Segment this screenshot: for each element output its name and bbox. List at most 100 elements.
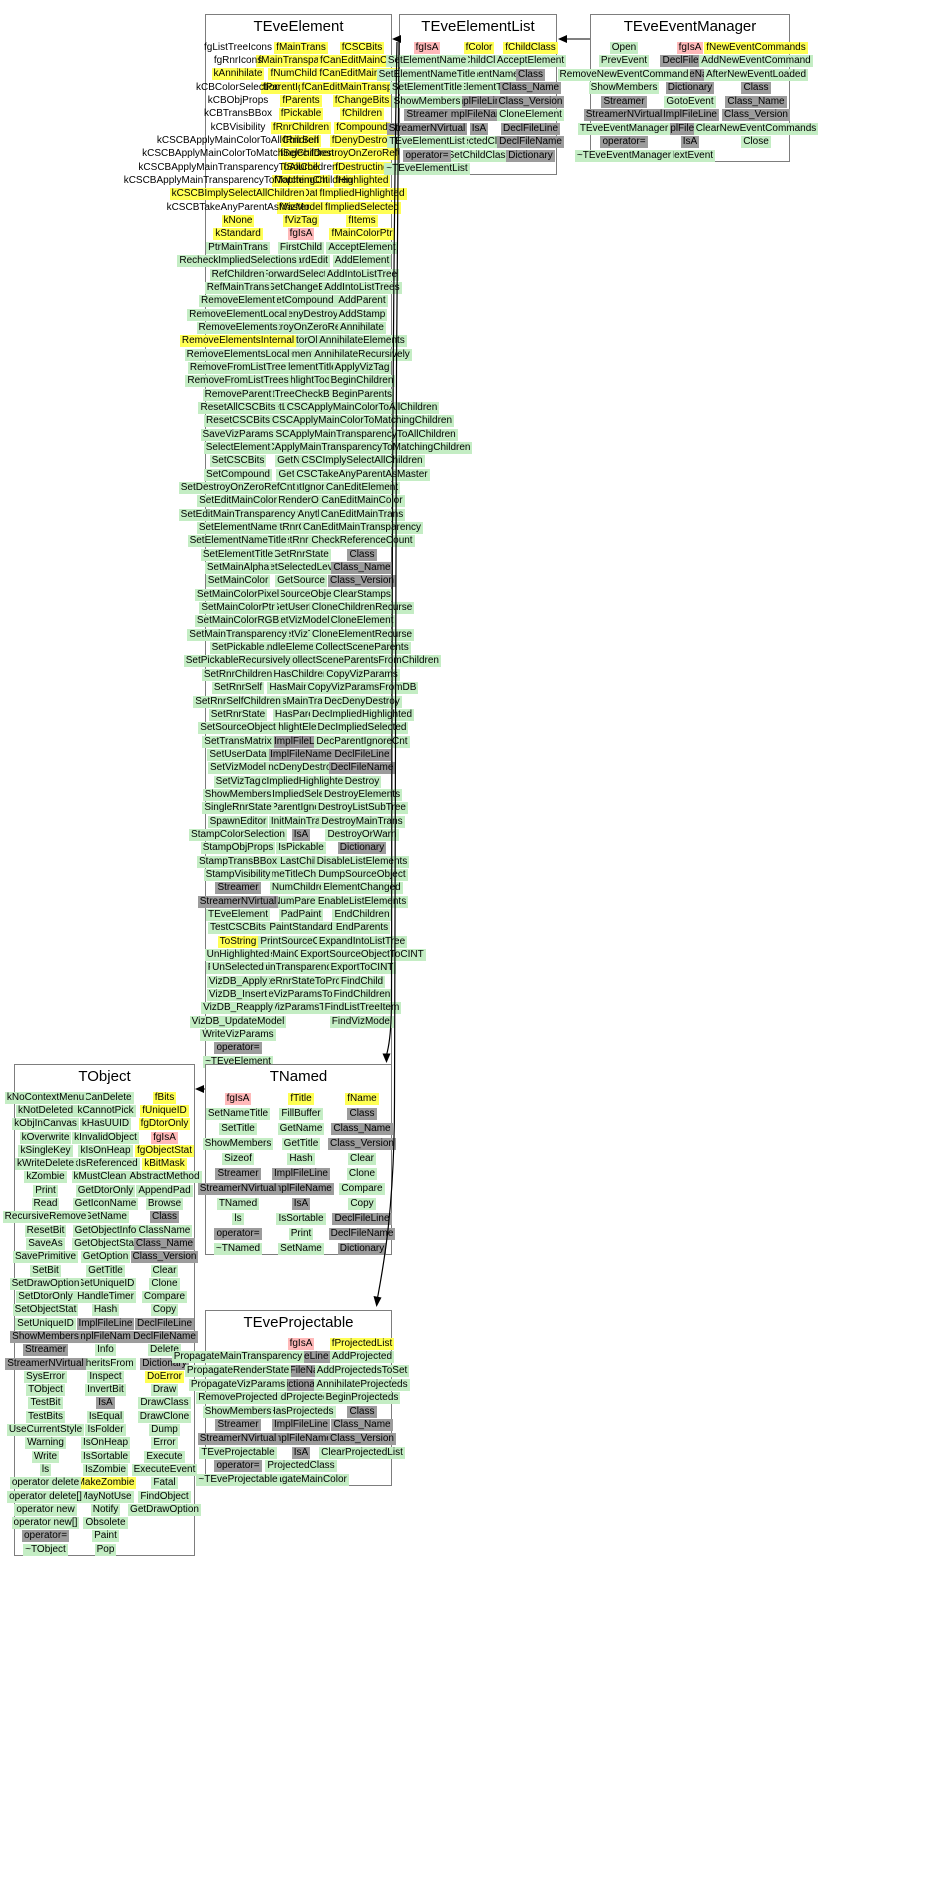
- member-chip: VizDB_Insert: [206, 989, 270, 1002]
- member-chip: GetSource: [275, 575, 327, 588]
- member-cell: ~TEveEventManager: [574, 149, 674, 163]
- member-chip: Dump: [149, 1424, 180, 1437]
- member-cell: VizDB_Apply: [206, 975, 270, 988]
- member-cell: HasProjecteds: [266, 1405, 336, 1419]
- member-cell: CanEditMainTransparency: [300, 521, 424, 535]
- member-chip: ApplyVizTag: [332, 361, 392, 374]
- member-chip: ImplFileLine: [76, 1317, 135, 1330]
- member-cell: fProjectedList: [329, 1337, 395, 1351]
- member-cell: SetCSCBits: [207, 455, 269, 468]
- member-chip: ShowMembers: [391, 95, 463, 108]
- member-cell: DecDenyDestroy: [322, 695, 402, 708]
- member-chip: SetElementName: [196, 522, 280, 535]
- member-chip: GetUniqueID: [74, 1277, 137, 1290]
- member-cell: Streamer: [207, 882, 269, 895]
- member-cell: IsA: [270, 828, 332, 841]
- member-chip: HasChildren: [271, 668, 331, 681]
- member-cell: ImplFileName: [268, 1181, 334, 1196]
- member-cell: ls: [16, 1463, 75, 1476]
- member-cell: ShowMembers: [10, 1330, 81, 1343]
- member-chip: Browse: [145, 1198, 184, 1211]
- member-cell: SelectElement: [203, 441, 273, 454]
- member-chip: RemoveFromListTree: [187, 361, 289, 374]
- member-chip: EndChildren: [332, 909, 392, 922]
- member-chip: FillBuffer: [279, 1107, 323, 1120]
- member-cell: FirstChild: [270, 241, 332, 254]
- member-chip: SetName: [278, 1242, 324, 1255]
- member-cell: CollectSceneParentsFromChildren: [283, 655, 441, 668]
- member-cell: SetMainColorRGB: [194, 615, 282, 628]
- member-cell: SetEditMainColor: [197, 495, 279, 508]
- member-chip: ExportSourceObjectToCINT: [298, 949, 426, 962]
- member-chip: Streamer: [601, 95, 647, 108]
- member-chip: fBits: [152, 1091, 177, 1104]
- member-cell: BeginChildren: [328, 375, 396, 388]
- member-chip: Streamer: [215, 882, 261, 895]
- member-cell: GetObjectInfo: [72, 1224, 139, 1237]
- member-cell: AnnihilateElements: [317, 335, 407, 348]
- member-cell: GetTitle: [270, 1136, 332, 1151]
- member-chip: fProjectedList: [329, 1337, 395, 1350]
- member-cell: CSCApplyMainColorToAllChildren: [284, 401, 440, 414]
- member-cell: Class: [333, 1106, 391, 1121]
- member-chip: fRnrChildren: [270, 121, 332, 134]
- member-cell: FindListTreeItem: [322, 1002, 402, 1015]
- member-chip: fMainTrans: [274, 41, 328, 54]
- member-chip: SetRnrSelfChildren: [193, 695, 283, 708]
- member-chip: Dictionary: [665, 82, 715, 95]
- member-chip: AppendPad: [136, 1184, 193, 1197]
- member-cell: FindVizModel: [329, 1015, 395, 1028]
- member-cell: Class: [723, 82, 789, 96]
- class-title: TEveElement: [253, 18, 344, 35]
- member-chip: fSource: [281, 161, 321, 174]
- member-cell: PrevEvent: [591, 55, 657, 69]
- member-cell: TNamed: [207, 1196, 269, 1211]
- member-cell: fgDtorOnly: [136, 1118, 193, 1131]
- member-cell: Annihilate: [333, 321, 391, 334]
- member-chip: RemoveElementsLocal: [184, 348, 292, 361]
- member-chip: ImplFileName: [72, 1330, 139, 1343]
- member-cell: CSCApplyMainColorToMatchingChildren: [269, 415, 455, 428]
- member-cell: UnSelected: [207, 962, 269, 975]
- member-chip: kInvalidObject: [72, 1131, 139, 1144]
- member-cell: NumChildren: [269, 882, 333, 895]
- member-chip: SetMainColorRGB: [194, 615, 282, 628]
- member-cell: UseCurrentStyle: [6, 1423, 85, 1437]
- member-cell: BeginProjecteds: [323, 1391, 401, 1405]
- member-cell: Close: [723, 136, 789, 150]
- member-cell: ImplFileLine: [270, 1166, 332, 1181]
- member-cell: Class_Name: [331, 1419, 393, 1433]
- member-cell: PadPaint: [270, 908, 332, 922]
- member-cell: IsA: [270, 1196, 332, 1211]
- member-chip: Inspect: [87, 1370, 124, 1383]
- member-chip: SetObjectStat: [12, 1304, 79, 1317]
- member-cell: ImplFileName: [72, 1330, 139, 1343]
- member-cell: operator delete: [9, 1477, 82, 1490]
- member-chip: Streamer: [404, 109, 450, 122]
- member-chip: CSCApplyMainColorToMatchingChildren: [269, 415, 455, 428]
- member-cell: ApplyVizTag: [332, 361, 392, 374]
- member-cell: IsPickable: [270, 842, 332, 855]
- member-chip: Pop: [94, 1543, 117, 1556]
- member-cell: kCSCBApplyMainTransparencyToAllChildren: [138, 161, 337, 174]
- member-chip: RemoveNewEventCommand: [557, 68, 691, 81]
- member-cell: StreamerNVirtual: [197, 1181, 279, 1196]
- member-chip: Hash: [287, 1152, 315, 1165]
- member-chip: StampObjProps: [200, 842, 276, 855]
- member-chip: Warning: [25, 1437, 66, 1450]
- member-cell: ResetAllCSCBits: [198, 401, 278, 414]
- member-cell: fDestructing: [333, 161, 391, 174]
- member-chip: Execute: [144, 1450, 185, 1463]
- member-chip: Class: [741, 82, 771, 95]
- member-chip: fgIsA: [224, 1092, 252, 1105]
- member-cell: fTopItemCnt: [270, 174, 332, 188]
- member-chip: ~TEveEventManager: [574, 149, 674, 162]
- member-cell: fCompound: [333, 121, 391, 134]
- member-chip: PropagateMainTransparency: [171, 1351, 305, 1364]
- member-cell: Class_Version: [328, 575, 396, 588]
- member-chip: DeclFileName: [328, 1227, 396, 1240]
- member-cell: Dump: [136, 1423, 193, 1437]
- member-cell: fDestroyOnZeroRefCnt: [308, 148, 416, 161]
- member-chip: Print: [33, 1184, 58, 1197]
- member-chip: Copy: [348, 1197, 376, 1210]
